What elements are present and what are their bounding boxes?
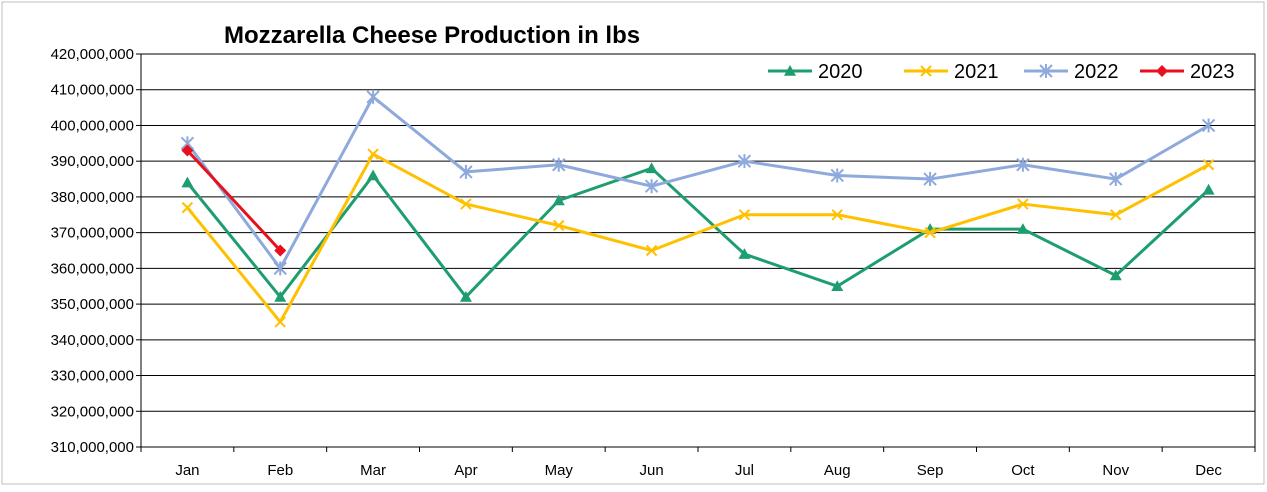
x-tick-label: Jan — [175, 462, 199, 479]
legend-entry-2023: 2023 — [1140, 61, 1235, 83]
data-point-2021 — [831, 209, 843, 221]
legend-marker — [1039, 64, 1053, 78]
data-point-2021 — [924, 226, 936, 239]
data-point-2020 — [552, 194, 565, 206]
x-tick-label: Apr — [454, 462, 477, 479]
data-point-2022 — [273, 261, 287, 276]
y-tick-label: 380,000,000 — [51, 189, 134, 206]
data-point-2023 — [274, 244, 287, 257]
data-point-2022 — [830, 168, 844, 183]
series-2023 — [181, 144, 287, 257]
data-point-2022 — [923, 172, 937, 187]
series-2020 — [181, 162, 1215, 302]
data-point-2022 — [366, 89, 380, 104]
data-point-2021 — [181, 201, 194, 214]
y-tick-label: 360,000,000 — [51, 260, 134, 277]
x-tick-label: Jul — [735, 462, 754, 479]
data-point-2020 — [459, 290, 472, 302]
x-tick-labels: Jan Feb Mar Apr May Jun Jul Aug Sep Oct Nov Dec — [175, 462, 1222, 479]
x-tick-label: Nov — [1102, 462, 1129, 479]
data-point-2021 — [738, 209, 751, 221]
data-point-2022 — [1201, 118, 1216, 133]
data-point-2021 — [553, 219, 565, 232]
y-tick-label: 400,000,000 — [51, 117, 134, 134]
data-point-2020 — [274, 290, 287, 302]
legend-label: 2023 — [1190, 61, 1235, 83]
y-tick-label: 410,000,000 — [51, 82, 134, 99]
legend-entry-2020: 2020 — [768, 61, 863, 83]
y-tick-labels: 420,000,000 410,000,000 400,000,000 390,000… — [51, 46, 134, 456]
series-2022 — [180, 89, 1216, 276]
data-point-2021 — [645, 244, 658, 257]
series-line-2022 — [186, 95, 1210, 270]
data-point-2020 — [738, 248, 751, 259]
y-tick-label: 330,000,000 — [51, 368, 134, 385]
data-point-2022 — [552, 157, 566, 172]
data-point-2023 — [181, 144, 194, 157]
legend-label: 2021 — [954, 61, 999, 83]
legend-label: 2022 — [1074, 61, 1119, 83]
y-tick-label: 350,000,000 — [51, 296, 134, 313]
data-point-2021 — [1110, 209, 1122, 221]
x-tick-label: Dec — [1195, 462, 1222, 479]
legend-label: 2020 — [818, 61, 863, 83]
legend-entry-2022: 2022 — [1024, 61, 1119, 83]
x-tick-label: Mar — [360, 462, 386, 479]
y-tick-label: 310,000,000 — [51, 439, 134, 456]
series-line-2020 — [186, 166, 1210, 299]
legend: 2020 2021 2022 2023 — [768, 61, 1235, 83]
y-tick-label: 340,000,000 — [51, 332, 134, 349]
series-line-2021 — [186, 152, 1210, 324]
data-point-2021 — [274, 316, 286, 328]
chart-title: Mozzarella Cheese Production in lbs — [224, 22, 640, 49]
axes — [136, 53, 1256, 452]
x-tick-label: May — [545, 462, 574, 479]
y-tick-label: 320,000,000 — [51, 403, 134, 420]
series-lines — [180, 89, 1216, 328]
x-tick-label: Sep — [917, 462, 944, 479]
legend-marker — [784, 65, 796, 76]
data-point-2022 — [459, 164, 473, 179]
data-point-2020 — [1016, 223, 1029, 234]
data-point-2021 — [1202, 159, 1215, 171]
legend-entry-2021: 2021 — [904, 61, 999, 83]
x-tick-label: Oct — [1011, 462, 1035, 479]
data-point-2022 — [644, 179, 659, 194]
data-point-2020 — [181, 176, 194, 188]
y-tick-label: 420,000,000 — [51, 46, 134, 63]
data-point-2022 — [737, 154, 752, 169]
x-tick-label: Jun — [639, 462, 663, 479]
data-point-2020 — [1202, 183, 1215, 195]
y-tick-label: 390,000,000 — [51, 153, 134, 170]
data-point-2022 — [1016, 157, 1030, 172]
data-point-2020 — [1109, 269, 1122, 281]
legend-marker — [1156, 65, 1168, 77]
data-point-2021 — [1017, 198, 1029, 210]
data-point-2022 — [1109, 172, 1123, 187]
series-2021 — [181, 148, 1215, 328]
legend-marker — [920, 65, 932, 77]
x-tick-label: Aug — [824, 462, 851, 479]
data-point-2020 — [367, 169, 380, 181]
data-point-2021 — [460, 198, 472, 210]
y-tick-label: 370,000,000 — [51, 225, 134, 242]
data-point-2020 — [645, 162, 658, 174]
data-point-2021 — [367, 148, 379, 160]
x-tick-label: Feb — [267, 462, 293, 479]
series-line-2023 — [186, 149, 282, 252]
data-point-2020 — [831, 280, 844, 292]
